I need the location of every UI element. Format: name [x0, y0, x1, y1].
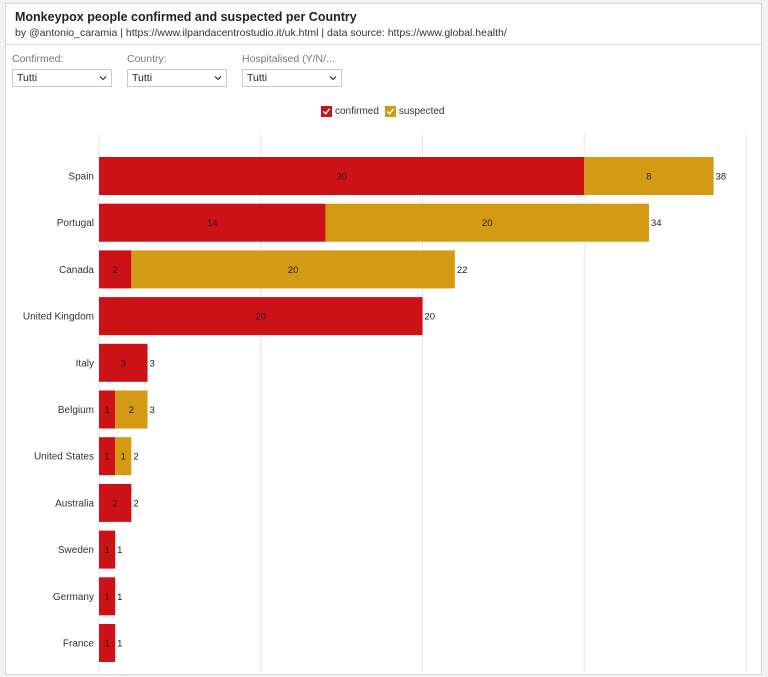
total-label: 1	[117, 592, 122, 603]
filter-confirmed-select[interactable]: Tutti	[12, 69, 112, 87]
data-label-confirmed: 3	[121, 358, 126, 369]
legend-label-confirmed: confirmed	[335, 106, 379, 117]
data-label-suspected: 2	[129, 405, 134, 416]
bar-suspected	[131, 250, 455, 289]
data-label-suspected: 20	[482, 218, 493, 229]
bar-confirmed	[99, 297, 423, 336]
filter-country-label: Country:	[127, 53, 167, 65]
data-label-confirmed: 1	[104, 452, 109, 463]
legend-swatch-confirmed	[321, 106, 332, 117]
total-label: 2	[133, 498, 138, 509]
total-label: 3	[150, 405, 155, 416]
total-label: 34	[651, 218, 662, 229]
data-label-confirmed: 14	[207, 218, 218, 229]
filter-hospitalised-value: Tutti	[247, 72, 268, 84]
bar-confirmed	[99, 577, 116, 616]
category-label: Spain	[68, 172, 94, 183]
legend-label-suspected: suspected	[398, 106, 445, 117]
category-label: Australia	[55, 498, 94, 509]
data-label-confirmed: 1	[104, 592, 109, 603]
total-label: 22	[457, 265, 468, 276]
bar-confirmed	[99, 343, 148, 382]
legend-item-confirmed[interactable]: confirmed	[321, 106, 379, 117]
bar-confirmed	[99, 203, 326, 242]
legend-swatch-suspected	[384, 106, 396, 117]
category-label: Sweden	[58, 545, 94, 556]
total-label: 1	[117, 545, 122, 556]
category-label: Belgium	[58, 405, 94, 416]
bar-suspected	[325, 203, 649, 242]
chart-title: Monkeypox people confirmed and suspected…	[15, 10, 357, 24]
category-label: United Kingdom	[23, 312, 94, 323]
data-label-confirmed: 2	[113, 498, 118, 509]
data-label-confirmed: 2	[113, 265, 118, 276]
category-label: France	[63, 639, 95, 650]
legend-item-suspected[interactable]: suspected	[384, 106, 445, 117]
category-label: Italy	[76, 358, 94, 369]
bar-suspected	[584, 157, 714, 195]
chevron-down-icon	[329, 76, 337, 81]
bar-confirmed	[99, 250, 132, 289]
check-icon	[386, 108, 394, 115]
filter-confirmed-value: Tutti	[17, 72, 38, 84]
data-label-suspected: 8	[646, 172, 651, 183]
check-icon	[322, 108, 331, 115]
chart-subtitle: by @antonio_caramia | https://www.ilpand…	[15, 27, 507, 39]
data-label-confirmed: 1	[104, 639, 109, 650]
data-label-confirmed: 1	[104, 405, 109, 416]
filter-country-select[interactable]: Tutti	[127, 69, 227, 87]
chevron-down-icon	[99, 76, 107, 81]
header-divider	[6, 44, 761, 45]
chevron-down-icon	[214, 76, 222, 81]
total-label: 20	[425, 312, 436, 323]
filter-country-value: Tutti	[132, 72, 153, 84]
bar-suspected	[115, 437, 132, 476]
total-label: 1	[117, 639, 122, 650]
filter-hospitalised-select[interactable]: Tutti	[242, 69, 342, 87]
data-label-confirmed: 30	[336, 172, 347, 183]
filter-country: Country: Tutti	[127, 53, 227, 87]
bar-confirmed	[99, 483, 132, 522]
bar-confirmed	[99, 390, 116, 429]
data-label-confirmed: 1	[104, 545, 109, 556]
filter-confirmed-label: Confirmed:	[12, 53, 64, 65]
bar-suspected	[115, 390, 148, 429]
filter-hospitalised-label: Hospitalised (Y/N/...	[242, 53, 335, 65]
chart-panel: Monkeypox people confirmed and suspected…	[5, 3, 762, 675]
filter-hospitalised: Hospitalised (Y/N/... Tutti	[242, 53, 342, 87]
bar-confirmed	[99, 624, 116, 662]
category-label: Germany	[53, 592, 94, 603]
data-label-suspected: 20	[288, 265, 299, 276]
data-label-suspected: 1	[121, 452, 126, 463]
total-label: 2	[133, 452, 138, 463]
filter-confirmed: Confirmed: Tutti	[12, 53, 112, 87]
category-label: Canada	[59, 265, 94, 276]
bar-confirmed	[99, 157, 585, 195]
category-label: Portugal	[57, 218, 94, 229]
chart-legend: confirmed suspected	[321, 106, 451, 117]
bar-confirmed	[99, 530, 116, 569]
bar-confirmed	[99, 437, 116, 476]
total-label: 38	[716, 172, 727, 183]
category-label: United States	[34, 452, 94, 463]
data-label-confirmed: 20	[255, 312, 266, 323]
total-label: 3	[150, 358, 155, 369]
